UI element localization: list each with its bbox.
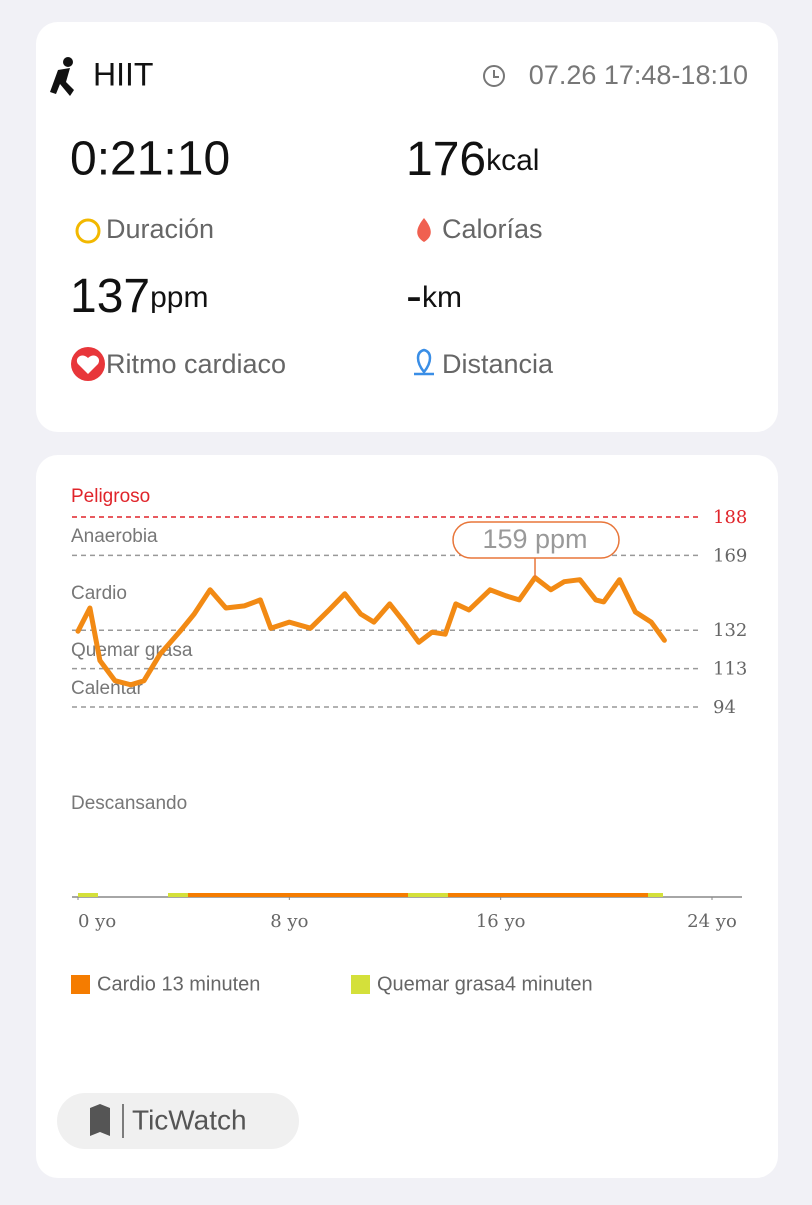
heart-icon xyxy=(76,355,100,374)
zone-label: Anaerobia xyxy=(71,526,158,547)
brand-icon xyxy=(90,1104,110,1136)
location-icon xyxy=(414,348,434,376)
stat-number: 176 xyxy=(406,133,486,186)
stat-value: 176kcal xyxy=(406,133,539,186)
stat-value: 137ppm xyxy=(70,270,208,323)
annotation-box xyxy=(452,521,620,559)
legend-swatch xyxy=(71,975,90,994)
activity-time: 07.26 17:48-18:10 xyxy=(529,60,748,90)
stat-label: Duración xyxy=(106,214,214,244)
zone-strip xyxy=(188,893,408,897)
x-tick-label: 16 yo xyxy=(476,911,526,932)
zone-strip xyxy=(448,893,648,897)
zone-label: Peligroso xyxy=(71,486,150,507)
stat-unit: ppm xyxy=(150,281,208,314)
y-tick-label: 113 xyxy=(713,659,747,680)
heart-rate-line xyxy=(75,575,667,688)
timer-icon xyxy=(75,218,101,244)
activity-title: HIIT xyxy=(93,56,153,92)
heart-rate-chart: Peligroso Anaerobia Cardio Quemar grasa … xyxy=(71,486,747,995)
stat-label: Ritmo cardiaco xyxy=(106,349,286,379)
legend-label: Cardio 13 minuten xyxy=(97,973,260,995)
zone-label: Calentar xyxy=(71,678,143,699)
y-tick-label: 94 xyxy=(713,697,736,718)
flame-icon xyxy=(417,218,431,242)
clock-hands xyxy=(493,70,499,78)
summary-card xyxy=(36,22,778,432)
clock-icon xyxy=(483,65,505,87)
brand-button[interactable] xyxy=(57,1093,299,1149)
stat-value: 0:21:10 xyxy=(70,133,230,186)
y-tick-label: 188 xyxy=(713,507,747,528)
stat-label: Calorías xyxy=(442,214,543,244)
stat-number: - xyxy=(406,270,422,323)
x-tick-label: 24 yo xyxy=(687,911,737,932)
chart-card xyxy=(36,455,778,1178)
zone-label: Cardio xyxy=(71,583,127,604)
stat-value: -km xyxy=(406,270,462,323)
x-tick-label: 0 yo xyxy=(78,911,116,932)
stat-unit: kcal xyxy=(486,144,539,177)
zone-label: Quemar grasa xyxy=(71,640,193,661)
legend-swatch xyxy=(351,975,370,994)
stat-number: 137 xyxy=(70,270,150,323)
x-tick-label: 8 yo xyxy=(270,911,308,932)
brand-name: TicWatch xyxy=(132,1104,247,1135)
y-tick-label: 132 xyxy=(713,620,747,641)
zone-strip xyxy=(78,893,98,897)
legend-label: Quemar grasa4 minuten xyxy=(377,973,593,995)
annotation-text: 159 ppm xyxy=(482,524,587,554)
stat-label: Distancia xyxy=(442,349,554,379)
y-tick-label: 169 xyxy=(713,545,747,566)
zone-label: Descansando xyxy=(71,793,187,814)
stat-unit: km xyxy=(422,281,462,314)
runner-icon xyxy=(50,57,74,96)
zone-strip xyxy=(168,893,663,897)
